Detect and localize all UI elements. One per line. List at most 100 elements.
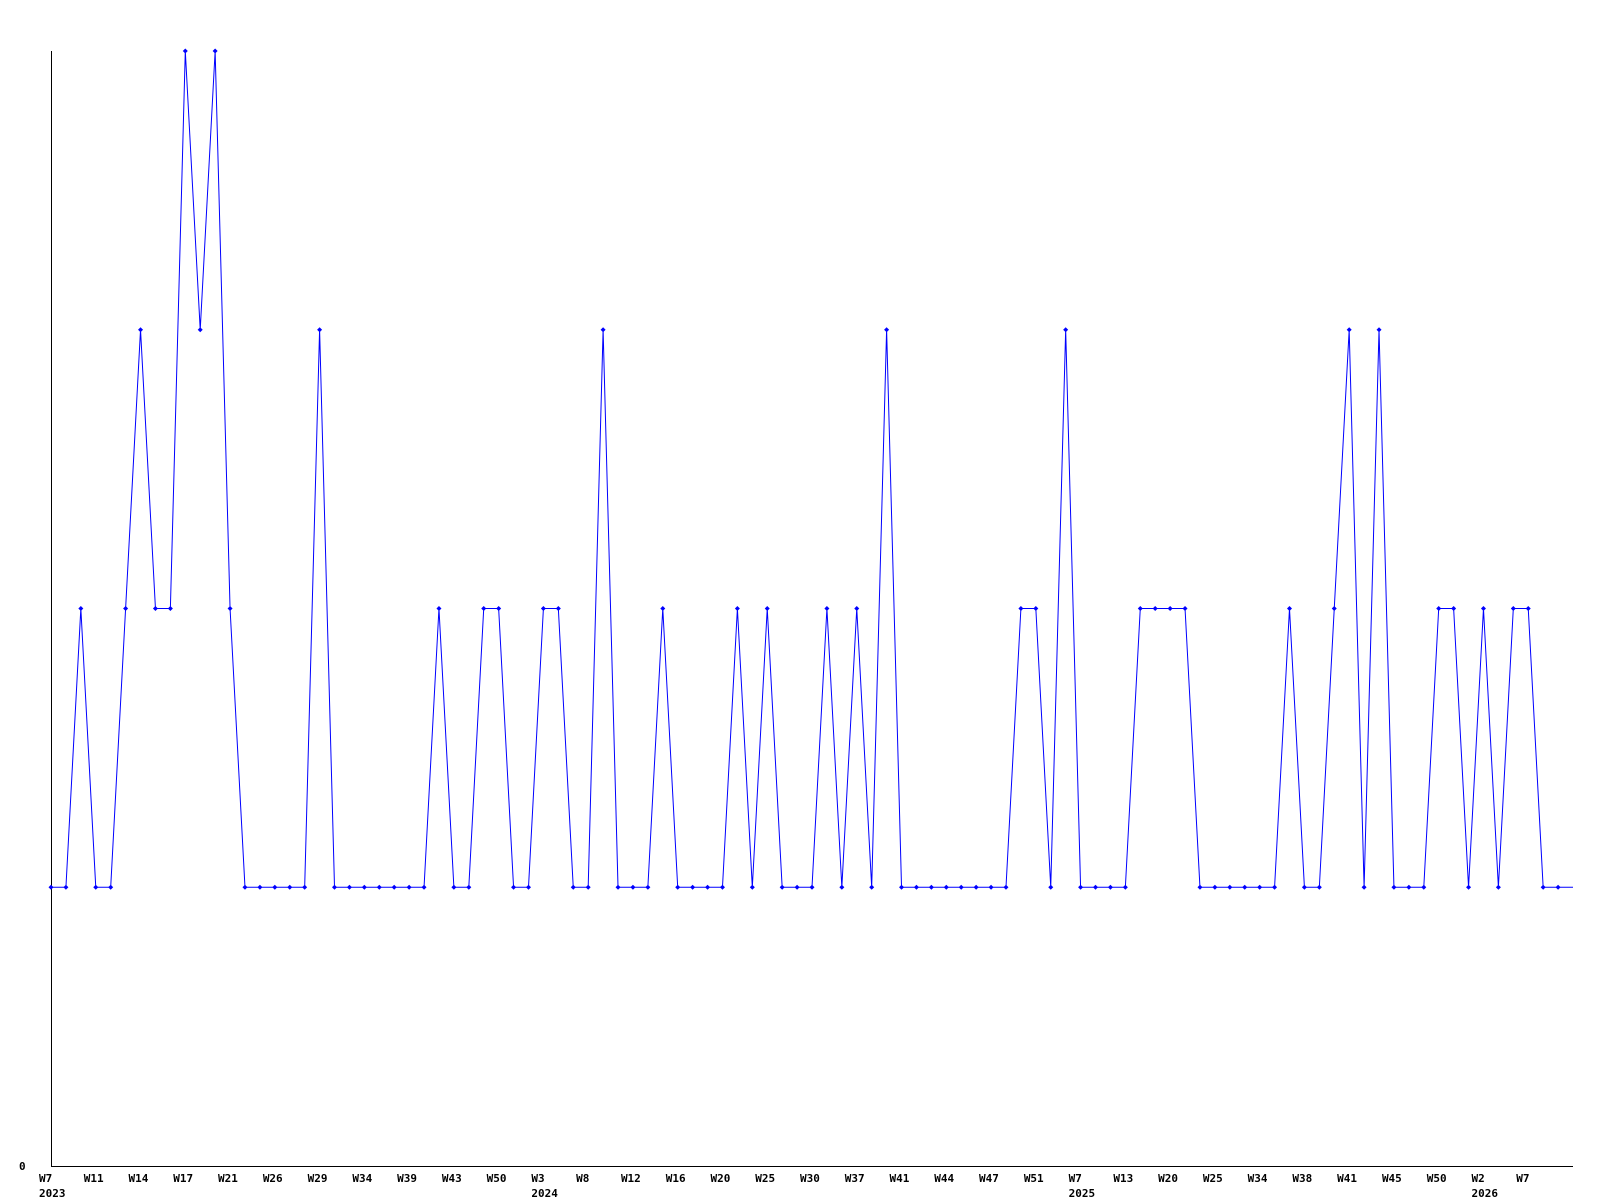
data-point [540,606,546,611]
data-point [928,884,934,890]
x-tick-label: W41 [890,1172,910,1185]
data-point [1331,606,1337,611]
data-point [749,884,755,890]
data-point [436,606,442,611]
data-point [108,884,114,890]
data-point [1227,884,1233,890]
data-point [466,884,472,890]
data-point [719,884,725,890]
x-year-label: 2025 [1069,1187,1096,1200]
series-line [51,50,1573,888]
data-point [555,606,561,611]
data-point [794,884,800,890]
x-tick-label: W34 [1248,1172,1268,1185]
data-point [660,606,666,611]
x-tick-label: W17 [173,1172,193,1185]
data-point [1063,327,1069,333]
data-point [152,606,158,611]
data-point [958,884,964,890]
data-point [1018,606,1024,611]
data-point [1286,606,1292,611]
data-point [1078,884,1084,890]
data-point [734,606,740,611]
data-point [1107,884,1113,890]
x-year-label: 2023 [39,1187,66,1200]
data-point [1212,884,1218,890]
data-point [302,884,308,890]
x-tick-label: W25 [755,1172,775,1185]
data-point [675,884,681,890]
data-point [212,48,218,54]
y-tick-label: 0 [19,1160,26,1173]
data-point [1033,606,1039,611]
x-tick-label: W29 [308,1172,328,1185]
data-point [1436,606,1442,611]
data-point [1391,884,1397,890]
data-point [1197,884,1203,890]
data-point [167,606,173,611]
data-point [615,884,621,890]
axes: 0 [19,51,1573,1173]
x-tick-label: W34 [352,1172,372,1185]
data-point [645,884,651,890]
data-point [884,327,890,333]
x-tick-label: W43 [442,1172,462,1185]
x-tick-label: W50 [487,1172,507,1185]
data-point [496,606,502,611]
x-tick-label: W39 [397,1172,417,1185]
data-point [1510,606,1516,611]
data-point [1376,327,1382,333]
x-tick-label: W7 [39,1172,52,1185]
data-point [1451,606,1457,611]
data-point [630,884,636,890]
data-point [1048,884,1054,890]
x-tick-label: W12 [621,1172,641,1185]
data-point [1137,606,1143,611]
data-point [764,606,770,611]
data-point [346,884,352,890]
data-point [899,884,905,890]
data-point [1421,884,1427,890]
data-point [332,884,338,890]
x-tick-label: W45 [1382,1172,1402,1185]
x-tick-label: W11 [84,1172,104,1185]
x-tick-label: W3 [531,1172,544,1185]
data-point [317,327,323,333]
data-point [406,884,412,890]
data-point [570,884,576,890]
x-tick-label: W20 [710,1172,730,1185]
data-point [1272,884,1278,890]
x-tick-label: W13 [1113,1172,1133,1185]
x-year-label: 2024 [531,1187,558,1200]
data-point [585,884,591,890]
data-point [824,606,830,611]
data-point [272,884,278,890]
data-point [391,884,397,890]
x-tick-label: W26 [263,1172,283,1185]
x-tick-labels: W7 2023 W11 W14 W17 W21 W26 W29 W34 W39 W43 W50 W3 20… [39,1172,1529,1200]
data-point [123,606,129,611]
data-point [869,884,875,890]
data-point [1182,606,1188,611]
x-tick-label: W2 [1471,1172,1484,1185]
data-point [1301,884,1307,890]
data-point [361,884,367,890]
data-point [376,884,382,890]
series [48,48,1573,890]
data-point [1122,884,1128,890]
data-point [988,884,994,890]
x-tick-label: W20 [1158,1172,1178,1185]
data-point [1242,884,1248,890]
data-point [854,606,860,611]
x-tick-label: W14 [129,1172,149,1185]
data-point [1406,884,1412,890]
x-tick-label: W7 [1516,1172,1529,1185]
data-point [600,327,606,333]
data-point [943,884,949,890]
data-point [913,884,919,890]
data-point [1316,884,1322,890]
data-point [1555,884,1561,890]
x-tick-label: W50 [1427,1172,1447,1185]
data-point [197,327,203,333]
